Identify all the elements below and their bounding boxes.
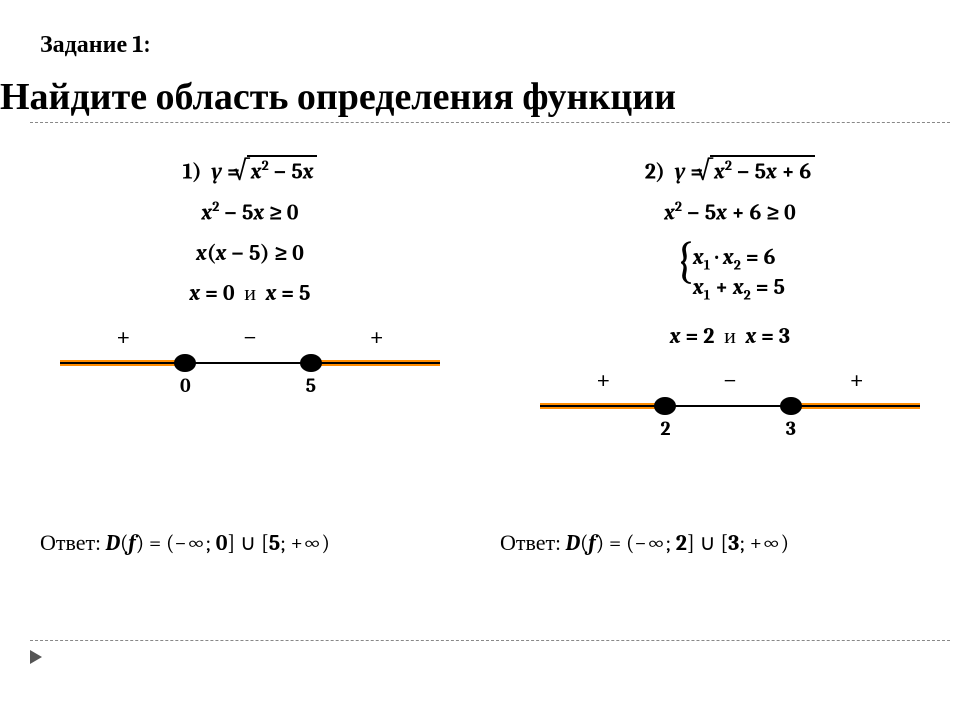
- sign-plus: +: [116, 322, 130, 352]
- point-a: [654, 397, 676, 415]
- sign-plus: +: [369, 322, 383, 352]
- number-line-1: + − + 0 5: [60, 322, 440, 398]
- prob-number-1: 1): [183, 158, 202, 184]
- axis: [540, 405, 920, 407]
- inequality-2: x2 − 5x + 6 ≥ 0: [664, 200, 796, 223]
- answer-value-2: (−∞; 2] ∪ [3; +∞): [626, 530, 789, 556]
- sign-plus: +: [596, 365, 610, 395]
- point-b: [780, 397, 802, 415]
- number-line-2: + − + 2 3: [540, 365, 920, 441]
- sqrt-1: √ x2 − 5x: [245, 155, 318, 182]
- answer-2: Ответ: D(f) = (−∞; 2] ∪ [3; +∞): [500, 530, 789, 556]
- bullet-icon: [30, 650, 42, 664]
- sign-row-1: + − +: [60, 322, 440, 352]
- func-def-2: 2) y = √ x2 − 5x + 6: [645, 155, 816, 182]
- axis: [60, 362, 440, 364]
- label-a: 2: [660, 417, 670, 440]
- main-title: Найдите область определения функции: [0, 75, 676, 119]
- prob-number-2: 2): [645, 158, 665, 184]
- roots-1: x = 0 и x = 5: [190, 282, 311, 304]
- problem-1: 1) y = √ x2 − 5x x2 − 5x ≥ 0 x(x − 5) ≥ …: [20, 155, 480, 398]
- roots-2: x = 2 и x = 3: [670, 325, 790, 347]
- point-b: [300, 354, 322, 372]
- point-a: [174, 354, 196, 372]
- sign-row-2: + − +: [540, 365, 920, 395]
- divider-bottom: [30, 640, 950, 641]
- label-b: 3: [786, 417, 796, 440]
- label-a: 0: [180, 374, 191, 397]
- vieta-system: { x1 · x2 = 6 x1 + x2 = 5: [675, 242, 785, 307]
- sign-minus: −: [723, 365, 737, 395]
- divider-top: [30, 122, 950, 123]
- sqrt-2: √ x2 − 5x + 6: [708, 155, 815, 182]
- factored-1: x(x − 5) ≥ 0: [196, 242, 304, 264]
- inequality-1: x2 − 5x ≥ 0: [201, 200, 298, 223]
- task-label: Задание 1:: [40, 30, 150, 59]
- label-b: 5: [306, 374, 316, 397]
- sign-plus: +: [849, 365, 863, 395]
- sign-minus: −: [243, 322, 257, 352]
- func-def-1: 1) y = √ x2 − 5x: [183, 155, 318, 182]
- answer-1: Ответ: D(f) = (−∞; 0] ∪ [5; +∞): [40, 530, 330, 556]
- problem-2: 2) y = √ x2 − 5x + 6 x2 − 5x + 6 ≥ 0 { x…: [500, 155, 960, 441]
- answer-value-1: (−∞; 0] ∪ [5; +∞): [166, 530, 330, 556]
